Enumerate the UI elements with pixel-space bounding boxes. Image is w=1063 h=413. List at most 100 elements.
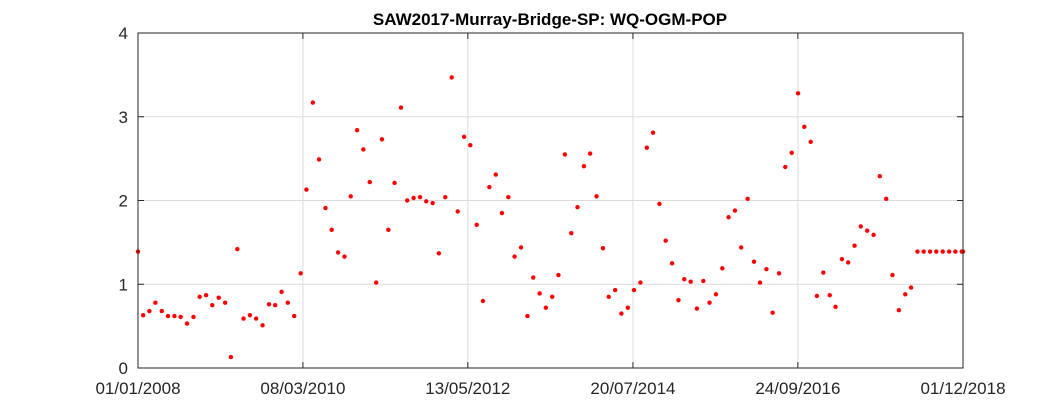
x-tick-label: 24/09/2016 — [755, 379, 840, 398]
data-point — [732, 208, 738, 213]
data-point — [292, 313, 297, 319]
data-point — [581, 163, 587, 169]
data-point — [506, 194, 511, 200]
data-point — [165, 313, 171, 319]
data-point — [272, 302, 278, 308]
data-point — [480, 298, 486, 304]
data-point — [537, 291, 542, 296]
data-point — [802, 124, 807, 129]
data-point — [556, 272, 561, 278]
data-point — [184, 321, 190, 326]
data-point — [795, 91, 801, 96]
data-point — [316, 157, 322, 162]
data-point — [751, 259, 757, 264]
data-point — [745, 196, 750, 202]
data-point — [814, 293, 820, 299]
data-point — [764, 266, 769, 272]
data-point — [367, 179, 372, 185]
data-point — [789, 150, 794, 155]
data-point — [468, 143, 473, 148]
data-point — [386, 227, 391, 233]
data-point — [531, 275, 536, 280]
data-point — [329, 227, 334, 233]
data-point — [877, 174, 883, 179]
data-point — [525, 313, 530, 319]
chart-title: SAW2017-Murray-Bridge-SP: WQ-OGM-POP — [373, 10, 727, 29]
data-point — [436, 251, 442, 256]
data-point — [443, 194, 448, 200]
data-point — [953, 249, 958, 254]
data-point — [827, 292, 832, 298]
data-point — [417, 194, 423, 200]
data-point — [203, 292, 209, 298]
data-point — [260, 323, 265, 328]
data-point — [543, 305, 549, 310]
data-point — [159, 308, 164, 314]
data-point — [600, 246, 606, 251]
data-point — [373, 280, 379, 285]
data-point — [701, 278, 706, 284]
x-tick-label: 08/03/2010 — [260, 379, 345, 398]
data-point — [348, 194, 353, 199]
data-point — [323, 205, 328, 211]
data-point — [405, 198, 410, 203]
x-tick-label: 13/05/2012 — [425, 379, 510, 398]
data-point — [279, 289, 284, 294]
data-point — [934, 249, 939, 254]
data-point — [172, 313, 177, 319]
y-tick-label: 2 — [119, 192, 128, 211]
data-point — [210, 302, 215, 308]
data-point — [499, 210, 505, 216]
data-point — [852, 243, 857, 248]
data-point — [940, 249, 945, 254]
data-point — [216, 295, 221, 300]
y-tick-label: 4 — [119, 24, 128, 43]
data-point — [455, 209, 460, 214]
data-point — [266, 302, 272, 307]
data-point — [757, 280, 763, 285]
data-point — [776, 271, 782, 276]
data-point — [903, 292, 908, 297]
data-point — [430, 200, 435, 206]
data-point — [663, 238, 668, 243]
data-point — [657, 201, 662, 207]
y-tick-label: 1 — [119, 275, 128, 294]
data-point — [411, 195, 416, 201]
data-point — [512, 254, 517, 259]
data-points — [135, 75, 966, 360]
data-point — [398, 105, 404, 110]
x-tick-label: 20/07/2014 — [590, 379, 675, 398]
data-point — [197, 294, 202, 300]
data-point — [178, 314, 183, 320]
data-point — [833, 304, 838, 310]
data-point — [241, 316, 246, 321]
data-point — [228, 354, 234, 360]
data-point — [808, 139, 813, 145]
data-point — [335, 250, 341, 255]
data-point — [682, 277, 687, 282]
data-point — [569, 230, 574, 236]
data-point — [140, 313, 146, 318]
data-point — [449, 75, 454, 80]
data-point — [518, 245, 524, 250]
data-point — [424, 199, 429, 204]
data-point — [845, 260, 851, 265]
data-point — [235, 246, 240, 252]
data-point — [864, 228, 870, 233]
data-point — [392, 180, 397, 186]
data-point — [707, 300, 712, 305]
data-point — [890, 272, 895, 278]
x-axis: 01/01/2008 08/03/2010 13/05/2012 20/07/2014… — [95, 33, 1006, 398]
data-point — [946, 249, 952, 254]
data-point — [285, 300, 291, 305]
y-tick-label: 0 — [119, 359, 128, 378]
data-point — [650, 130, 656, 135]
data-point — [921, 249, 926, 254]
data-point — [461, 134, 467, 140]
data-point — [147, 308, 152, 314]
data-point — [253, 316, 259, 321]
data-point — [474, 222, 479, 227]
data-point — [298, 271, 303, 276]
data-point — [694, 306, 700, 311]
